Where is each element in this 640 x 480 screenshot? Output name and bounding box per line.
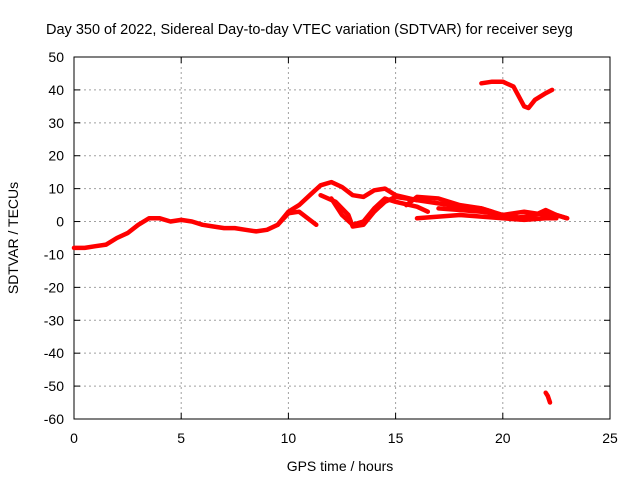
plot-frame xyxy=(73,56,611,420)
y-tick-label: 40 xyxy=(48,82,64,98)
chart-title: Day 350 of 2022, Sidereal Day-to-day VTE… xyxy=(46,22,573,38)
series-outlier-trace xyxy=(543,390,553,405)
y-tick-label: 0 xyxy=(56,214,64,230)
y-tick-label: 50 xyxy=(48,49,64,65)
y-tick-label: 30 xyxy=(48,115,64,131)
x-tick-label: 20 xyxy=(495,430,511,446)
axis-ticks xyxy=(73,56,611,420)
series-mid-trace-5 xyxy=(404,194,495,214)
y-axis-label: SDTVAR / TECUs xyxy=(5,182,21,294)
series-low-trace xyxy=(414,212,559,223)
series-mid-trace-2 xyxy=(275,209,319,228)
y-tick-label: -60 xyxy=(44,411,64,427)
y-tick-label: -50 xyxy=(44,378,64,394)
y-tick-label: -40 xyxy=(44,345,64,361)
x-tick-label: 0 xyxy=(70,430,78,446)
x-tick-label: 25 xyxy=(602,430,618,446)
y-tick-label: 20 xyxy=(48,148,64,164)
series-late-trace xyxy=(500,207,570,221)
x-axis-label: GPS time / hours xyxy=(287,458,394,474)
series-upper-trace xyxy=(479,79,555,111)
grid-lines xyxy=(74,57,610,419)
y-tick-label: -10 xyxy=(44,246,64,262)
y-tick-label: -30 xyxy=(44,312,64,328)
x-tick-label: 5 xyxy=(177,430,185,446)
x-tick-label: 10 xyxy=(281,430,297,446)
tick-labels: 0 5 10 15 20 25 -60 -50 -40 -30 -20 -10 0 10 20 30 40 50 xyxy=(44,49,618,446)
x-tick-label: 15 xyxy=(388,430,404,446)
y-tick-label: -20 xyxy=(44,279,64,295)
series-layer xyxy=(71,79,570,405)
y-tick-label: 10 xyxy=(48,181,64,197)
